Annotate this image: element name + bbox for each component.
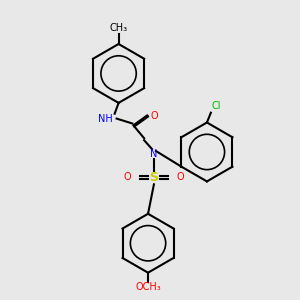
Text: O: O (124, 172, 131, 182)
Text: NH: NH (98, 114, 113, 124)
Text: S: S (149, 171, 158, 184)
Text: Cl: Cl (212, 101, 221, 111)
Text: CH₃: CH₃ (110, 23, 128, 33)
Text: N: N (150, 149, 158, 159)
Text: OCH₃: OCH₃ (135, 283, 161, 292)
Text: O: O (150, 111, 158, 121)
Text: O: O (176, 172, 184, 182)
